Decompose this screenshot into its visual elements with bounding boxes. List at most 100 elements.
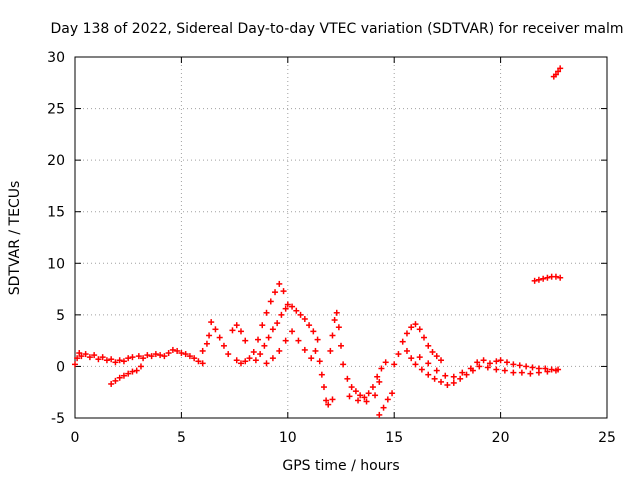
x-tick-label: 15 xyxy=(385,430,403,446)
data-point xyxy=(280,288,287,295)
data-point xyxy=(352,388,359,395)
data-point xyxy=(276,347,283,354)
data-point xyxy=(129,368,136,375)
data-point xyxy=(442,372,449,379)
data-point xyxy=(523,363,530,370)
y-tick-label: 10 xyxy=(47,256,65,272)
data-point xyxy=(82,351,89,358)
data-point xyxy=(365,390,372,397)
data-point xyxy=(103,357,110,364)
grid-lines xyxy=(75,57,607,418)
data-point xyxy=(476,363,483,370)
data-point xyxy=(284,301,291,308)
data-point xyxy=(314,336,321,343)
data-point xyxy=(125,370,132,377)
data-point xyxy=(374,373,381,380)
y-tick-label: 25 xyxy=(47,102,65,118)
data-point xyxy=(376,411,383,418)
data-point xyxy=(276,280,283,287)
data-point xyxy=(333,309,340,316)
data-point xyxy=(376,378,383,385)
data-point xyxy=(242,337,249,344)
x-tick-label: 10 xyxy=(279,430,297,446)
data-point xyxy=(125,355,132,362)
data-point xyxy=(548,366,555,373)
data-point xyxy=(531,277,538,284)
data-point xyxy=(418,366,425,373)
data-point xyxy=(108,356,115,363)
data-point xyxy=(161,353,168,360)
data-point xyxy=(369,384,376,391)
data-point xyxy=(450,373,457,380)
data-point xyxy=(99,354,106,361)
data-point xyxy=(320,384,327,391)
data-point xyxy=(484,364,491,371)
data-point xyxy=(178,350,185,357)
data-point xyxy=(272,289,279,296)
data-point xyxy=(348,384,355,391)
data-point xyxy=(403,330,410,337)
data-point xyxy=(165,350,172,357)
data-point xyxy=(295,337,302,344)
y-tick-label: 20 xyxy=(47,153,65,169)
data-point xyxy=(186,353,193,360)
data-point xyxy=(120,372,127,379)
data-point xyxy=(329,332,336,339)
data-point xyxy=(486,360,493,367)
y-tick-label: 5 xyxy=(56,308,65,324)
axis-ticks xyxy=(74,56,608,419)
data-point xyxy=(372,392,379,399)
data-point xyxy=(255,336,262,343)
data-point xyxy=(191,355,198,362)
data-point xyxy=(265,334,272,341)
data-point xyxy=(237,328,244,335)
data-point xyxy=(297,311,304,318)
data-point xyxy=(112,359,119,366)
data-point xyxy=(233,357,240,364)
chart-title: Day 138 of 2022, Sidereal Day-to-day VTE… xyxy=(51,21,624,37)
y-tick-label: -5 xyxy=(51,411,65,427)
data-point xyxy=(242,358,249,365)
plot-frame xyxy=(74,56,608,419)
data-point xyxy=(312,347,319,354)
data-point xyxy=(116,374,123,381)
data-point xyxy=(267,298,274,305)
data-point xyxy=(542,365,549,372)
data-point xyxy=(416,354,423,361)
data-point xyxy=(278,311,285,318)
data-point xyxy=(510,369,517,376)
data-point xyxy=(389,390,396,397)
data-point xyxy=(116,357,123,364)
data-point xyxy=(293,307,300,314)
data-point xyxy=(480,357,487,364)
data-point xyxy=(552,71,559,78)
y-tick-label: 0 xyxy=(56,359,65,375)
data-point xyxy=(380,404,387,411)
data-point xyxy=(463,371,470,378)
data-point xyxy=(133,367,140,374)
data-point xyxy=(112,377,119,384)
data-point xyxy=(425,360,432,367)
data-point xyxy=(516,362,523,369)
data-point xyxy=(157,352,164,359)
data-point xyxy=(216,334,223,341)
data-point xyxy=(503,359,510,366)
data-point xyxy=(174,347,181,354)
data-point xyxy=(518,369,525,376)
data-point xyxy=(361,394,368,401)
data-point xyxy=(425,342,432,349)
data-point xyxy=(510,361,517,368)
data-point xyxy=(391,361,398,368)
data-point xyxy=(289,328,296,335)
data-point xyxy=(72,361,78,368)
data-point xyxy=(199,347,206,354)
x-tick-label: 5 xyxy=(177,430,186,446)
data-point xyxy=(306,322,313,329)
data-point xyxy=(195,358,202,365)
data-point xyxy=(344,375,351,382)
data-point xyxy=(301,315,308,322)
data-point xyxy=(429,348,436,355)
data-point xyxy=(399,338,406,345)
data-point xyxy=(450,379,457,386)
